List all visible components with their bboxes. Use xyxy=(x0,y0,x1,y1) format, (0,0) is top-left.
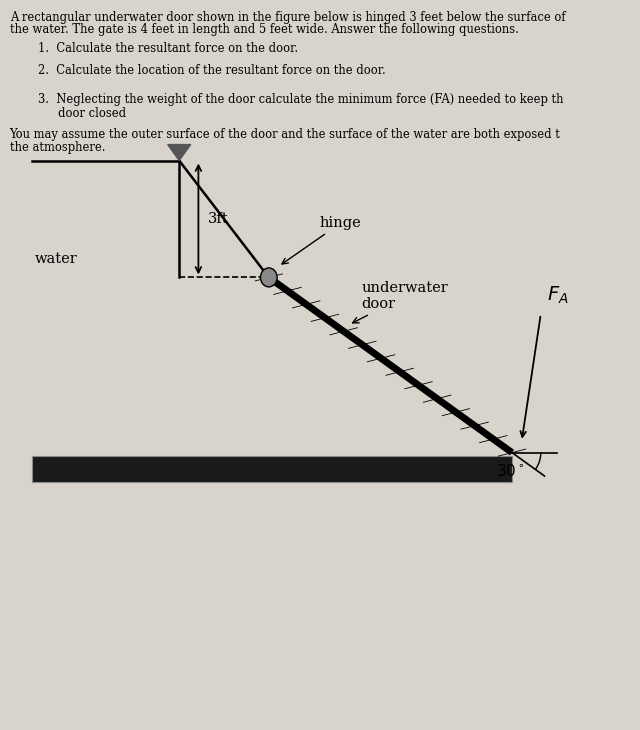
Text: door closed: door closed xyxy=(58,107,125,120)
Text: 1.  Calculate the resultant force on the door.: 1. Calculate the resultant force on the … xyxy=(38,42,298,55)
FancyBboxPatch shape xyxy=(32,456,512,482)
Text: the water. The gate is 4 feet in length and 5 feet wide. Answer the following qu: the water. The gate is 4 feet in length … xyxy=(10,23,518,36)
Text: water: water xyxy=(35,252,78,266)
Text: 2.  Calculate the location of the resultant force on the door.: 2. Calculate the location of the resulta… xyxy=(38,64,386,77)
Text: A rectangular underwater door shown in the figure below is hinged 3 feet below t: A rectangular underwater door shown in t… xyxy=(10,11,565,24)
Text: You may assume the outer surface of the door and the surface of the water are bo: You may assume the outer surface of the … xyxy=(10,128,561,141)
Text: $30^\circ$: $30^\circ$ xyxy=(496,463,525,479)
Text: the atmosphere.: the atmosphere. xyxy=(10,141,105,154)
Text: 3ft: 3ft xyxy=(208,212,228,226)
Text: underwater
door: underwater door xyxy=(353,281,449,323)
Text: hinge: hinge xyxy=(282,216,362,264)
Circle shape xyxy=(260,268,277,287)
Text: 3.  Neglecting the weight of the door calculate the minimum force (FA) needed to: 3. Neglecting the weight of the door cal… xyxy=(38,93,564,107)
Polygon shape xyxy=(168,145,191,161)
Text: $\mathit{F}_A$: $\mathit{F}_A$ xyxy=(547,285,569,307)
